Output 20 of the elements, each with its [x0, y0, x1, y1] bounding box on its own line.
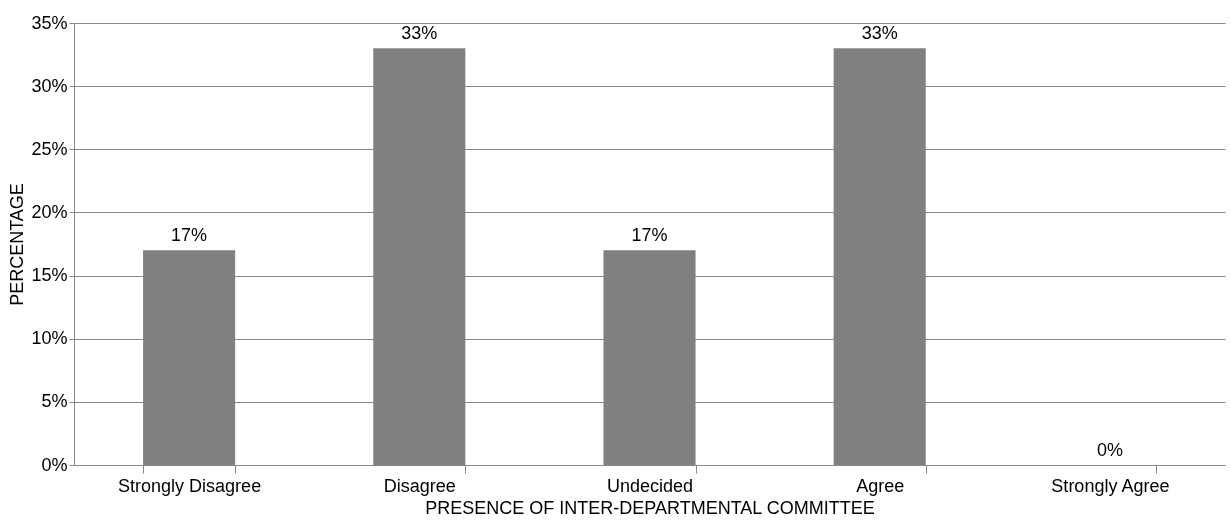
y-tick-label: 20% [31, 201, 68, 222]
data-label: 0% [1096, 440, 1123, 460]
y-tick-label: 35% [31, 12, 68, 33]
y-tick-label: 15% [31, 265, 68, 286]
x-tick-label: Disagree [383, 475, 456, 496]
y-tick-label: 10% [31, 328, 68, 349]
data-label: 17% [171, 225, 208, 246]
data-label: 33% [861, 23, 898, 44]
data-label: 33% [401, 23, 438, 44]
y-tick-label: 5% [41, 391, 68, 412]
y-tick-label: 25% [31, 138, 68, 159]
x-tick-label: Strongly Disagree [118, 475, 262, 496]
y-axis-title: PERCENTAGE [7, 183, 28, 306]
x-axis-title: PRESENCE OF INTER-DEPARTMENTAL COMMITTEE [425, 497, 875, 518]
data-label: 17% [631, 225, 668, 246]
y-tick-label: 0% [41, 454, 68, 475]
y-tick-label: 30% [31, 75, 68, 96]
x-tick-label: Strongly Agree [1051, 475, 1170, 496]
x-tick-label: Undecided [606, 475, 694, 496]
x-tick-label: Agree [856, 475, 905, 496]
